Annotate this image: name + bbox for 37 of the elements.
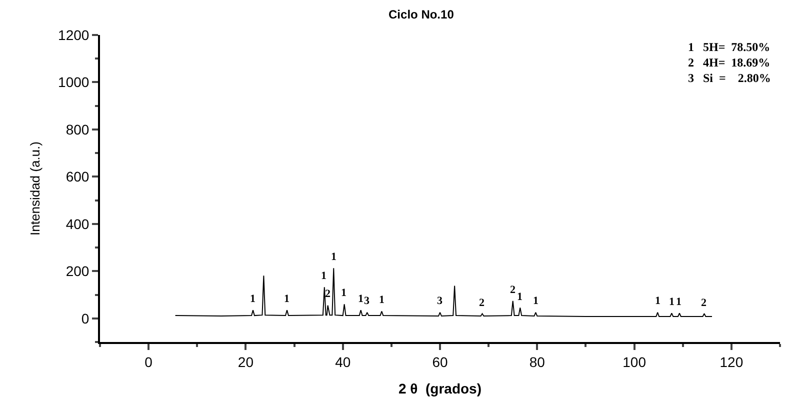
annotation: 2 [701,297,707,309]
annotation: 2 [479,297,485,309]
annotation: 1 [321,270,326,282]
x-tick-label: 120 [720,354,744,370]
annotation: 1 [250,293,256,305]
annotation: 3 [364,295,370,307]
x-tick-label: 0 [144,354,153,370]
annotation: 1 [331,251,336,263]
chart-title: Ciclo No.10 [388,8,454,22]
y-tick-label: 1200 [58,26,90,43]
annotation: 1 [669,296,674,308]
annotation: 2 [510,284,516,296]
y-tick-label: 800 [66,121,90,138]
y-axis-title: Intensidad (a.u.) [27,142,42,236]
annotation: 1 [284,293,290,305]
annotation: 1 5H= 78.50% 2 4H= 18.69% 3 Si = 2.80% [688,40,771,86]
y-tick-label: 600 [66,168,90,185]
annotation: 1 [341,287,346,299]
y-tick-label: 0 [81,310,90,326]
annotation: 1 [655,295,660,307]
y-tick-label: 200 [66,263,90,280]
annotation: 1 [379,294,384,306]
x-tick-label: 60 [432,354,448,370]
line-series [174,268,712,317]
annotation: 2 [325,288,331,300]
y-tick-label: 1000 [58,74,90,90]
x-tick-label: 20 [238,354,254,370]
annotation: 1 [517,291,522,303]
annotation: 1 [533,295,538,307]
x-tick-label: 100 [622,354,646,370]
annotation: 1 [358,293,364,305]
x-tick-label: 80 [529,354,546,370]
annotation: 1 [676,296,682,308]
y-tick-label: 400 [66,216,90,232]
x-axis-title: 2 θ (grados) [398,380,482,397]
annotation: 3 [437,295,443,307]
x-tick-label: 40 [335,354,351,370]
